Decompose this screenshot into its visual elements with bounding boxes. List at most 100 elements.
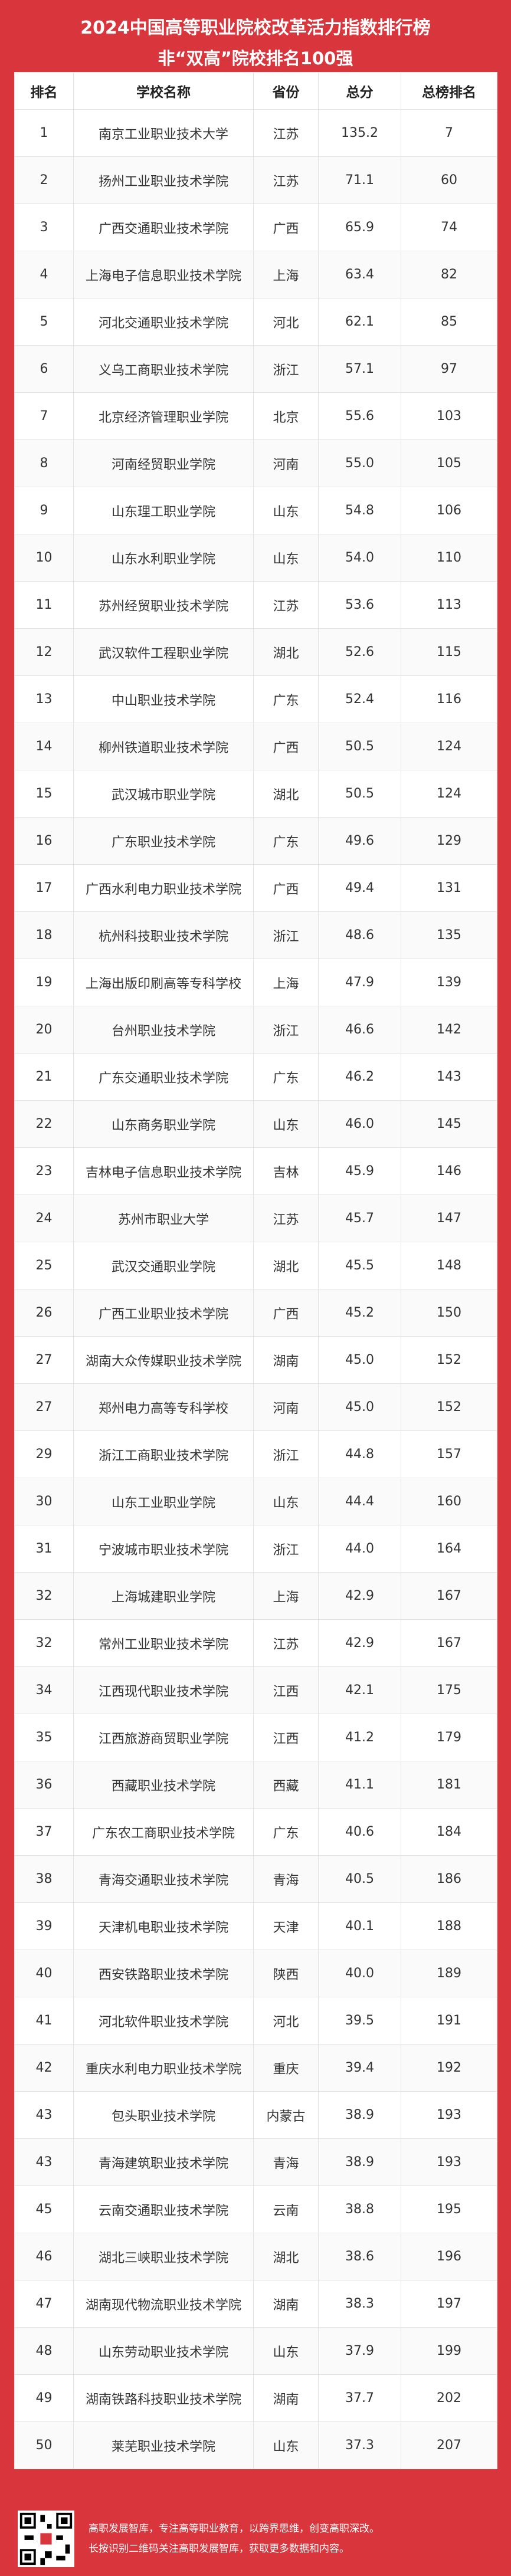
table-row: 32 常州工业职业技术学院 江苏 42.9 167 bbox=[14, 1619, 497, 1667]
table-cell: 195 bbox=[401, 2186, 497, 2233]
table-cell: 35 bbox=[14, 1714, 74, 1761]
table-cell: 45.0 bbox=[318, 1383, 401, 1431]
table-cell: 38.8 bbox=[318, 2186, 401, 2233]
table-cell: 重庆 bbox=[253, 2044, 319, 2092]
table-cell: 193 bbox=[401, 2138, 497, 2186]
table-cell: 内蒙古 bbox=[253, 2091, 319, 2139]
table-cell: 175 bbox=[401, 1666, 497, 1714]
table-cell: 48 bbox=[14, 2327, 74, 2375]
header-row: 排名 学校名称 省份 总分 总榜排名 bbox=[14, 72, 497, 110]
table-cell: 9 bbox=[14, 487, 74, 534]
table-cell: 44.0 bbox=[318, 1525, 401, 1573]
table-cell: 29 bbox=[14, 1430, 74, 1478]
table-cell: 52.6 bbox=[318, 628, 401, 676]
table-cell: 广西水利电力职业技术学院 bbox=[73, 864, 254, 912]
footer-text: 高职发展智库，专注高等职业教育，以跨界思维，创变高职深改。 长按识别二维码关注高… bbox=[89, 2519, 379, 2559]
table-cell: 15 bbox=[14, 770, 74, 818]
table-cell: 38.9 bbox=[318, 2138, 401, 2186]
table-cell: 北京经济管理职业学院 bbox=[73, 392, 254, 440]
table-cell: 164 bbox=[401, 1525, 497, 1573]
table-cell: 广西 bbox=[253, 864, 319, 912]
table-cell: 42.1 bbox=[318, 1666, 401, 1714]
table-cell: 48.6 bbox=[318, 911, 401, 959]
table-cell: 河北 bbox=[253, 1997, 319, 2045]
table-cell: 浙江 bbox=[253, 911, 319, 959]
table-cell: 武汉交通职业学院 bbox=[73, 1242, 254, 1289]
table-row: 36 西藏职业技术学院 西藏 41.1 181 bbox=[14, 1761, 497, 1809]
table-row: 20 台州职业技术学院 浙江 46.6 142 bbox=[14, 1006, 497, 1054]
qr-code bbox=[18, 2510, 74, 2567]
table-cell: 25 bbox=[14, 1242, 74, 1289]
table-cell: 167 bbox=[401, 1572, 497, 1620]
table-cell: 山东 bbox=[253, 2421, 319, 2469]
table-cell: 40.0 bbox=[318, 1950, 401, 1997]
table-cell: 湖南铁路科技职业技术学院 bbox=[73, 2374, 254, 2422]
table-cell: 山东理工职业学院 bbox=[73, 487, 254, 534]
table-cell: 57.1 bbox=[318, 345, 401, 393]
table-cell: 179 bbox=[401, 1714, 497, 1761]
table-row: 42 重庆水利电力职业技术学院 重庆 39.4 192 bbox=[14, 2044, 497, 2092]
table-cell: 义乌工商职业技术学院 bbox=[73, 345, 254, 393]
table-cell: 武汉城市职业学院 bbox=[73, 770, 254, 818]
table-body: 1 南京工业职业技术大学 江苏 135.2 7 2 扬州工业职业技术学院 江苏 71.1 60 3 广… bbox=[14, 109, 497, 2469]
table-cell: 65.9 bbox=[318, 204, 401, 251]
header: 2024中国高等职业院校改革活力指数排行榜 非“双高”院校排名100强 bbox=[0, 0, 511, 72]
column-header: 省份 bbox=[253, 72, 319, 110]
table-cell: 14 bbox=[14, 723, 74, 770]
table-cell: 台州职业技术学院 bbox=[73, 1006, 254, 1054]
table-cell: 山东水利职业学院 bbox=[73, 534, 254, 582]
table-cell: 包头职业技术学院 bbox=[73, 2091, 254, 2139]
table-cell: 2 bbox=[14, 156, 74, 204]
table-row: 45 云南交通职业技术学院 云南 38.8 195 bbox=[14, 2186, 497, 2233]
table-cell: 浙江 bbox=[253, 345, 319, 393]
table-cell: 74 bbox=[401, 204, 497, 251]
table-cell: 147 bbox=[401, 1195, 497, 1242]
table-row: 43 青海建筑职业技术学院 青海 38.9 193 bbox=[14, 2138, 497, 2186]
table-cell: 60 bbox=[401, 156, 497, 204]
footer-line: 长按识别二维码关注高职发展智库，获取更多数据和内容。 bbox=[89, 2542, 349, 2555]
table-row: 22 山东商务职业学院 山东 46.0 145 bbox=[14, 1100, 497, 1148]
table-row: 46 湖北三峡职业技术学院 湖北 38.6 196 bbox=[14, 2233, 497, 2280]
table-cell: 21 bbox=[14, 1053, 74, 1101]
table-cell: 陕西 bbox=[253, 1950, 319, 1997]
table-cell: 中山职业技术学院 bbox=[73, 675, 254, 723]
table-cell: 山东 bbox=[253, 1478, 319, 1525]
table-cell: 云南交通职业技术学院 bbox=[73, 2186, 254, 2233]
table-cell: 江苏 bbox=[253, 109, 319, 157]
table-cell: 167 bbox=[401, 1619, 497, 1667]
table-cell: 扬州工业职业技术学院 bbox=[73, 156, 254, 204]
table-cell: 重庆水利电力职业技术学院 bbox=[73, 2044, 254, 2092]
table-cell: 43 bbox=[14, 2138, 74, 2186]
table-cell: 44.4 bbox=[318, 1478, 401, 1525]
table-cell: 116 bbox=[401, 675, 497, 723]
table-cell: 山东工业职业学院 bbox=[73, 1478, 254, 1525]
table-row: 8 河南经贸职业学院 河南 55.0 105 bbox=[14, 439, 497, 487]
table-cell: 41.2 bbox=[318, 1714, 401, 1761]
table-cell: 53.6 bbox=[318, 581, 401, 629]
table-cell: 莱芜职业技术学院 bbox=[73, 2421, 254, 2469]
table-row: 39 天津机电职业技术学院 天津 40.1 188 bbox=[14, 1902, 497, 1950]
table-cell: 湖南 bbox=[253, 2280, 319, 2328]
table-cell: 浙江 bbox=[253, 1006, 319, 1054]
table-cell: 85 bbox=[401, 298, 497, 346]
table-cell: 47 bbox=[14, 2280, 74, 2328]
table-cell: 62.1 bbox=[318, 298, 401, 346]
table-cell: 河南 bbox=[253, 439, 319, 487]
table-cell: 27 bbox=[14, 1336, 74, 1384]
table-cell: 50 bbox=[14, 2421, 74, 2469]
table-row: 38 青海交通职业技术学院 青海 40.5 186 bbox=[14, 1855, 497, 1903]
table-row: 24 苏州市职业大学 江苏 45.7 147 bbox=[14, 1195, 497, 1242]
table-cell: 上海 bbox=[253, 959, 319, 1006]
table-cell: 浙江工商职业技术学院 bbox=[73, 1430, 254, 1478]
table-row: 7 北京经济管理职业学院 北京 55.6 103 bbox=[14, 392, 497, 440]
table-cell: 17 bbox=[14, 864, 74, 912]
table-cell: 天津机电职业技术学院 bbox=[73, 1902, 254, 1950]
table-cell: 天津 bbox=[253, 1902, 319, 1950]
table-cell: 38.9 bbox=[318, 2091, 401, 2139]
table-cell: 135 bbox=[401, 911, 497, 959]
table-cell: 广西交通职业技术学院 bbox=[73, 204, 254, 251]
table-row: 48 山东劳动职业技术学院 山东 37.9 199 bbox=[14, 2327, 497, 2375]
table-cell: 160 bbox=[401, 1478, 497, 1525]
table-cell: 50.5 bbox=[318, 770, 401, 818]
